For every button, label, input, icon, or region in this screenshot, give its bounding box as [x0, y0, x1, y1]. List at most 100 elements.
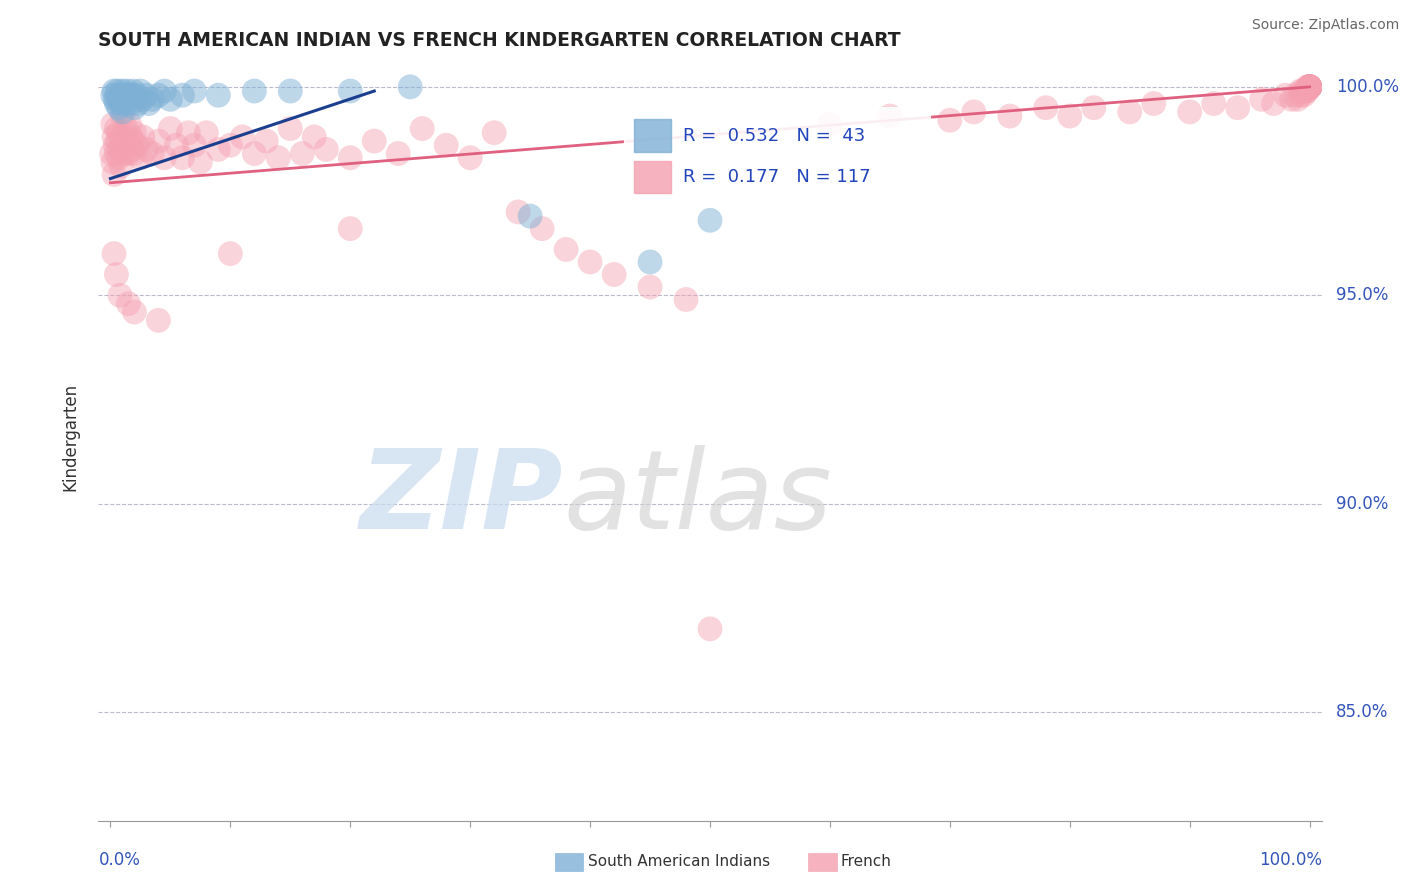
Point — [115, 88, 138, 103]
Point — [103, 246, 125, 260]
Point — [1298, 79, 1320, 94]
Point — [1298, 79, 1320, 94]
Point — [172, 151, 194, 165]
Point — [125, 138, 148, 153]
Point — [101, 155, 124, 169]
Point — [105, 268, 128, 282]
Point — [387, 146, 409, 161]
Point — [141, 146, 163, 161]
Point — [129, 151, 152, 165]
Point — [1298, 79, 1320, 94]
Point — [339, 221, 361, 235]
Point — [141, 92, 163, 106]
Point — [148, 134, 170, 148]
Point — [243, 84, 266, 98]
Point — [124, 305, 146, 319]
Point — [1294, 84, 1316, 98]
Point — [124, 146, 146, 161]
Point — [115, 121, 138, 136]
Point — [110, 96, 132, 111]
Point — [1202, 96, 1225, 111]
Text: ZIP: ZIP — [360, 445, 564, 552]
Point — [1298, 79, 1320, 94]
Point — [107, 134, 129, 148]
Point — [1298, 79, 1320, 94]
Point — [108, 151, 129, 165]
Point — [148, 88, 170, 103]
Point — [105, 88, 128, 103]
Point — [339, 151, 361, 165]
Point — [675, 293, 697, 307]
Point — [1298, 79, 1320, 94]
Text: French: French — [841, 855, 891, 869]
Point — [399, 79, 422, 94]
Point — [114, 146, 136, 161]
Point — [231, 129, 253, 144]
Point — [122, 84, 145, 98]
Point — [111, 84, 134, 98]
Point — [115, 134, 138, 148]
Point — [153, 151, 176, 165]
Point — [458, 151, 481, 165]
Point — [278, 121, 301, 136]
Point — [153, 84, 176, 98]
Point — [108, 288, 131, 302]
Point — [117, 146, 139, 161]
Text: 100.0%: 100.0% — [1336, 78, 1399, 95]
Point — [1298, 79, 1320, 94]
Point — [135, 88, 157, 103]
Text: 85.0%: 85.0% — [1336, 703, 1389, 722]
Point — [1298, 79, 1320, 94]
Point — [138, 96, 160, 111]
Point — [159, 121, 181, 136]
Point — [1178, 104, 1201, 119]
Text: 0.0%: 0.0% — [98, 851, 141, 870]
Point — [939, 113, 962, 128]
Point — [508, 205, 530, 219]
Point — [124, 126, 146, 140]
Point — [127, 96, 149, 111]
Text: atlas: atlas — [564, 445, 832, 552]
Point — [101, 117, 124, 131]
Text: South American Indians: South American Indians — [588, 855, 770, 869]
Point — [1298, 79, 1320, 94]
Text: Source: ZipAtlas.com: Source: ZipAtlas.com — [1251, 18, 1399, 32]
Point — [1289, 84, 1312, 98]
Point — [1296, 79, 1319, 94]
Point — [1035, 101, 1057, 115]
Point — [177, 126, 200, 140]
Point — [1059, 109, 1081, 123]
Point — [1298, 79, 1320, 94]
Point — [120, 96, 142, 111]
Point — [434, 138, 457, 153]
Point — [315, 142, 337, 156]
Point — [363, 134, 385, 148]
Point — [1298, 79, 1320, 94]
Point — [118, 117, 141, 131]
Point — [531, 221, 554, 235]
Point — [267, 151, 290, 165]
Point — [124, 101, 146, 115]
Point — [1119, 104, 1142, 119]
Point — [1298, 79, 1320, 94]
Point — [1298, 79, 1320, 94]
Point — [1281, 92, 1303, 106]
Point — [103, 84, 125, 98]
Point — [110, 159, 132, 173]
Point — [411, 121, 433, 136]
Point — [1295, 84, 1317, 98]
Point — [108, 126, 129, 140]
Point — [1298, 79, 1320, 94]
Point — [100, 146, 122, 161]
Point — [103, 168, 125, 182]
Point — [118, 88, 141, 103]
Point — [101, 88, 124, 103]
Point — [1291, 88, 1313, 103]
Point — [1250, 92, 1272, 106]
Point — [183, 138, 205, 153]
Point — [1286, 92, 1309, 106]
Text: R =  0.177   N = 117: R = 0.177 N = 117 — [683, 168, 870, 186]
Point — [103, 129, 125, 144]
Point — [219, 246, 242, 260]
Point — [108, 101, 129, 115]
